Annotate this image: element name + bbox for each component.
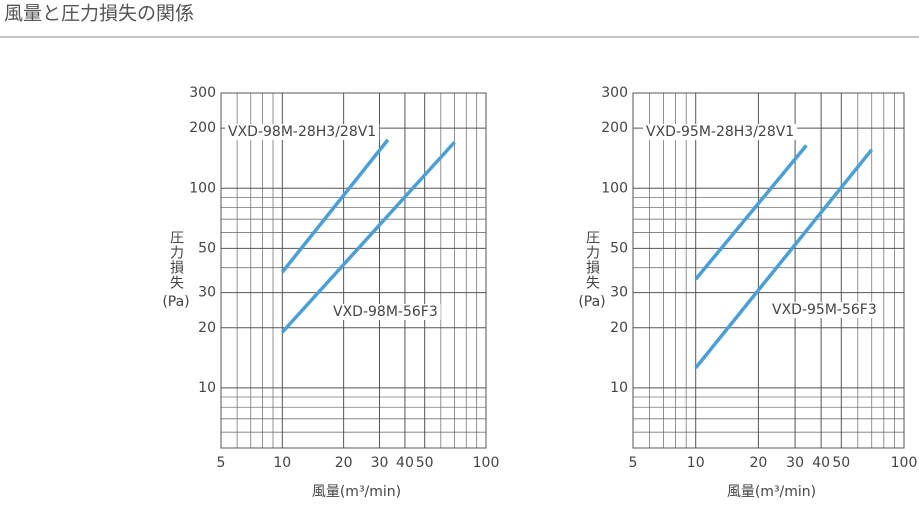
- y-tick-label: 20: [610, 320, 628, 336]
- y-axis-label: 圧力損失: [584, 230, 600, 290]
- page-title: 風量と圧力損失の関係: [4, 3, 194, 25]
- y-axis-unit: (Pa): [162, 294, 189, 310]
- series-label: VXD-98M-28H3/28V1: [228, 124, 376, 140]
- y-tick-label: 300: [601, 85, 628, 101]
- x-tick-label: 40: [812, 455, 830, 471]
- x-tick-label: 10: [687, 455, 705, 471]
- y-tick-label: 200: [189, 120, 216, 136]
- y-tick-label: 30: [198, 285, 216, 301]
- x-tick-label: 30: [786, 455, 804, 471]
- y-tick-label: 200: [601, 120, 628, 136]
- y-tick-label: 50: [610, 240, 628, 256]
- y-tick-label: 50: [198, 240, 216, 256]
- x-axis-label: 風量(m³/min): [727, 484, 816, 500]
- series-label-bg: [225, 124, 380, 140]
- series-label: VXD-95M-56F3: [772, 302, 877, 318]
- series-label: VXD-95M-28H3/28V1: [646, 124, 794, 140]
- series-line: [281, 141, 456, 334]
- series-line: [280, 138, 390, 274]
- x-tick-label: 40: [396, 455, 414, 471]
- plot-frame: [220, 92, 487, 449]
- x-tick-label: 5: [217, 455, 226, 471]
- x-tick-label: 10: [273, 455, 291, 471]
- y-tick-label: 100: [601, 180, 628, 196]
- y-tick-label: 300: [189, 85, 216, 101]
- x-tick-label: 50: [416, 455, 434, 471]
- x-axis-label: 風量(m³/min): [312, 484, 401, 500]
- y-axis-unit: (Pa): [578, 294, 605, 310]
- y-tick-label: 20: [198, 320, 216, 336]
- series-line: [694, 148, 874, 369]
- y-tick-label: 10: [198, 380, 216, 396]
- y-tick-label: 10: [610, 380, 628, 396]
- x-tick-label: 100: [891, 455, 918, 471]
- x-tick-label: 20: [749, 455, 767, 471]
- x-tick-label: 50: [832, 455, 850, 471]
- x-tick-label: 100: [473, 455, 500, 471]
- x-tick-label: 30: [371, 455, 389, 471]
- series-label-bg: [643, 124, 798, 140]
- series-label-bg: [769, 302, 880, 318]
- series-line: [694, 144, 808, 281]
- y-tick-label: 30: [610, 285, 628, 301]
- y-tick-label: 100: [189, 180, 216, 196]
- y-axis-label: 圧力損失: [168, 230, 184, 290]
- x-tick-label: 5: [629, 455, 638, 471]
- x-tick-label: 20: [335, 455, 353, 471]
- series-label-bg: [330, 304, 441, 320]
- plot-frame: [632, 92, 905, 449]
- series-label: VXD-98M-56F3: [333, 304, 438, 320]
